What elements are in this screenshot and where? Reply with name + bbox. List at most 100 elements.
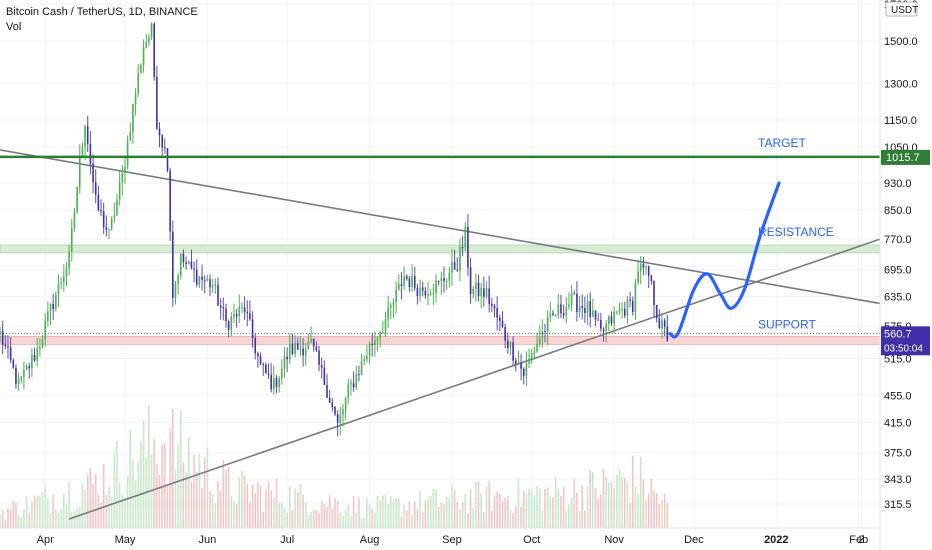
candle-down [522, 368, 525, 376]
volume-bar [483, 512, 485, 528]
candle-up [20, 376, 23, 379]
candle-down [491, 303, 493, 306]
candle-down [496, 308, 498, 318]
candle-up [480, 288, 483, 297]
projection-curve[interactable] [668, 181, 781, 339]
volume-bar [238, 477, 241, 528]
candle-up [44, 320, 46, 340]
volume-bar [198, 454, 201, 528]
volume-bar [525, 494, 528, 528]
candle-up [459, 247, 461, 271]
candle-up [41, 339, 44, 347]
time-tick-label: 2022 [764, 534, 788, 546]
volume-bar [275, 478, 278, 528]
candle-up [616, 311, 618, 313]
price-tick-label: 850.0 [884, 205, 912, 217]
volume-bar [538, 488, 541, 528]
candle-down [302, 348, 304, 356]
volume-bar [230, 495, 233, 528]
volume-bar [342, 515, 344, 528]
volume-bar [379, 500, 381, 528]
candle-down [4, 344, 7, 347]
candle-down [499, 317, 501, 321]
candle-down [259, 356, 262, 365]
volume-bar [432, 488, 435, 528]
volume-bar [344, 510, 347, 528]
volume-bar [233, 501, 235, 528]
volume-bar [408, 501, 411, 528]
candle-up [214, 284, 217, 286]
volume-bar [480, 493, 483, 528]
volume-bar [225, 469, 227, 528]
volume-bar [299, 483, 302, 528]
candle-down [631, 300, 634, 313]
volume-bar [302, 494, 304, 528]
volume-bar [350, 516, 352, 528]
volume-bar [528, 488, 530, 528]
candle-up [70, 228, 73, 252]
volume-bar [97, 494, 100, 528]
volume-bar [536, 486, 538, 528]
candle-down [453, 261, 456, 270]
volume-bar [626, 482, 629, 528]
candle-up [374, 340, 376, 346]
volume-bar [257, 481, 259, 528]
candle-down [501, 320, 504, 328]
volume-bar [100, 502, 102, 528]
volume-bar [376, 495, 379, 528]
candle-down [629, 299, 631, 301]
candle-up [68, 251, 70, 269]
volume-bar [397, 497, 400, 528]
volume-bar [44, 486, 46, 528]
volume-bar [222, 459, 225, 528]
currency-badge[interactable] [885, 1, 918, 17]
candle-up [403, 276, 405, 286]
candle-up [533, 351, 536, 354]
volume-bar [589, 469, 592, 528]
time-tick-label: May [115, 534, 136, 546]
volume-bar [448, 497, 451, 528]
volume-bar [533, 495, 536, 528]
candle-down [413, 275, 416, 288]
trendline[interactable] [0, 149, 881, 305]
candle-up [368, 343, 371, 357]
candle-down [602, 328, 605, 331]
volume-bar [363, 517, 366, 528]
candle-up [283, 356, 286, 369]
candle-down [663, 320, 666, 327]
volume-bar [562, 486, 565, 528]
candle-up [517, 362, 520, 365]
volume-bar [267, 481, 270, 528]
volume-bar [214, 502, 217, 528]
volume-bar [477, 481, 480, 528]
volume-bar [28, 512, 31, 528]
candle-down [222, 307, 225, 309]
volume-bar [461, 502, 464, 528]
candle-up [355, 374, 358, 388]
volume-bar [0, 513, 1, 528]
volume-bar [259, 484, 262, 528]
candle-up [73, 211, 76, 229]
candle-up [618, 309, 621, 312]
volume-indicator-label[interactable]: Vol [6, 21, 22, 33]
volume-bar [15, 502, 17, 528]
volume-bar [142, 420, 145, 528]
candle-down [249, 312, 251, 320]
volume-bar [113, 451, 116, 528]
candle-down [15, 367, 17, 385]
volume-bar [366, 498, 368, 528]
volume-bar [382, 495, 384, 528]
time-tick-label: Sep [442, 534, 462, 546]
trendline[interactable] [68, 238, 881, 520]
candle-up [304, 349, 307, 356]
candle-up [206, 279, 209, 281]
candle-down [610, 316, 613, 324]
volume-bar [586, 486, 589, 528]
candle-down [647, 265, 650, 276]
volume-bar [653, 490, 655, 528]
volume-bar [78, 506, 81, 528]
candle-down [408, 278, 411, 288]
candle-up [525, 363, 528, 376]
